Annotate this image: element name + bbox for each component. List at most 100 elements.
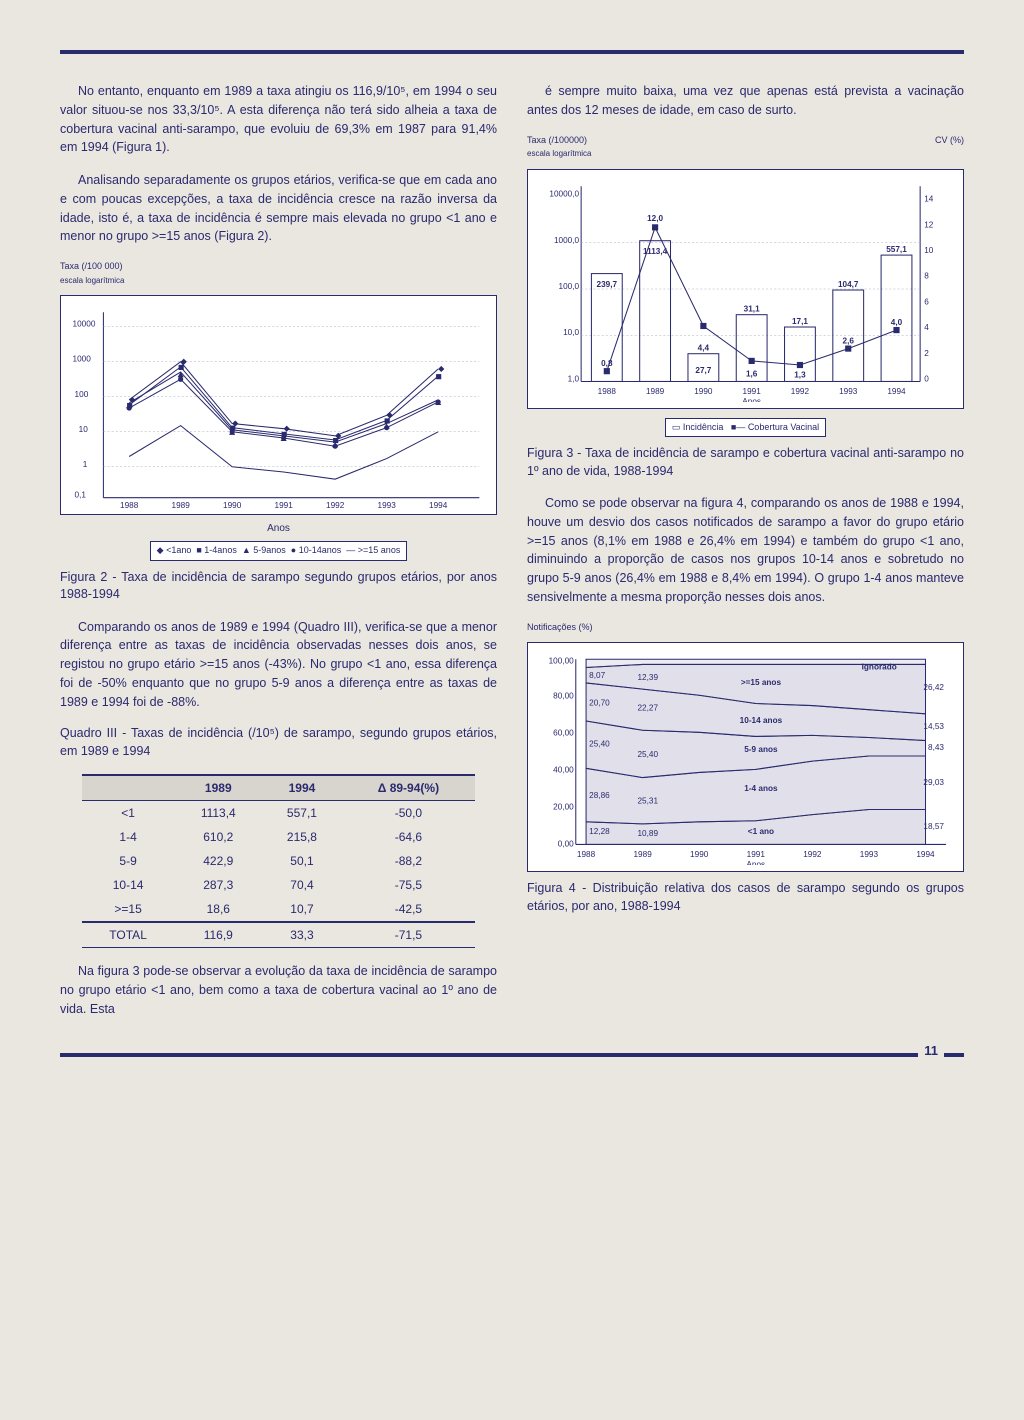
svg-text:Ignorado: Ignorado (862, 663, 897, 672)
table-cell: -71,5 (342, 922, 475, 948)
table-cell: 1-4 (82, 825, 174, 849)
svg-text:10-14 anos: 10-14 anos (740, 716, 783, 725)
svg-text:1992: 1992 (791, 386, 810, 395)
paragraph: Analisando separadamente os grupos etári… (60, 171, 497, 246)
table-cell: 5-9 (82, 849, 174, 873)
table-cell: -42,5 (342, 897, 475, 922)
svg-text:14,53: 14,53 (923, 722, 944, 731)
table-cell: >=15 (82, 897, 174, 922)
paragraph: Comparando os anos de 1989 e 1994 (Quadr… (60, 618, 497, 712)
svg-text:1992: 1992 (803, 850, 822, 859)
fig4-ylabel: Notificações (%) (527, 621, 964, 635)
svg-text:1988: 1988 (120, 501, 139, 508)
table-cell: TOTAL (82, 922, 174, 948)
svg-text:40,00: 40,00 (553, 765, 574, 774)
fig2-chart: 0,1 1 10 100 1000 10000 (60, 295, 497, 515)
svg-text:1,0: 1,0 (568, 374, 580, 383)
quadro3-title: Quadro III - Taxas de incidência (/10⁵) … (60, 725, 497, 760)
table-cell: 287,3 (174, 873, 262, 897)
fig2-caption: Figura 2 - Taxa de incidência de sarampo… (60, 569, 497, 604)
fig2-xlabel: Anos (60, 521, 497, 536)
svg-text:2,6: 2,6 (843, 336, 855, 345)
fig3-xlabel: Anos (742, 397, 761, 402)
table-cell: 610,2 (174, 825, 262, 849)
fig3-legend: ▭ Incidência ■— Cobertura Vacinal (527, 417, 964, 438)
table-cell: 422,9 (174, 849, 262, 873)
table-cell: 10-14 (82, 873, 174, 897)
fig3-chart: 1,010,0100,01000,010000,0 02468101214 (527, 169, 964, 409)
paragraph: Na figura 3 pode-se observar a evolução … (60, 962, 497, 1018)
table-cell: -88,2 (342, 849, 475, 873)
svg-text:10000: 10000 (73, 320, 96, 329)
svg-text:1994: 1994 (429, 501, 448, 508)
table-header-row: 1989 1994 Δ 89-94(%) (82, 775, 475, 801)
svg-text:1993: 1993 (377, 501, 396, 508)
svg-text:1: 1 (83, 460, 88, 469)
top-rule (60, 50, 964, 54)
svg-text:>=15 anos: >=15 anos (741, 678, 782, 687)
svg-text:60,00: 60,00 (553, 728, 574, 737)
svg-text:1000,0: 1000,0 (554, 235, 580, 244)
table-cell: 215,8 (262, 825, 341, 849)
quadro3-table: 1989 1994 Δ 89-94(%) <11113,4557,1-50,01… (82, 774, 475, 948)
table-row: 1-4610,2215,8-64,6 (82, 825, 475, 849)
svg-text:1,6: 1,6 (746, 369, 758, 378)
svg-text:27,7: 27,7 (695, 366, 711, 375)
svg-text:5-9 anos: 5-9 anos (744, 745, 778, 754)
fig4-chart: 0,0020,0040,0060,0080,00100,00 (527, 642, 964, 872)
table-cell: -50,0 (342, 801, 475, 826)
svg-text:28,86: 28,86 (589, 791, 610, 800)
svg-text:22,27: 22,27 (638, 704, 659, 713)
svg-text:0,00: 0,00 (558, 839, 574, 848)
table-header: 1989 (174, 775, 262, 801)
table-header: Δ 89-94(%) (342, 775, 475, 801)
svg-text:10: 10 (79, 425, 89, 434)
svg-text:10,0: 10,0 (563, 328, 579, 337)
fig3-caption: Figura 3 - Taxa de incidência de sarampo… (527, 445, 964, 480)
svg-text:2: 2 (924, 348, 929, 357)
svg-text:1988: 1988 (577, 850, 596, 859)
table-cell: 10,7 (262, 897, 341, 922)
svg-text:25,40: 25,40 (638, 750, 659, 759)
svg-text:26,42: 26,42 (923, 683, 944, 692)
svg-text:104,7: 104,7 (838, 279, 859, 288)
svg-text:239,7: 239,7 (597, 279, 618, 288)
svg-text:0,1: 0,1 (75, 491, 87, 500)
table-cell: 18,6 (174, 897, 262, 922)
table-row: 10-14287,370,4-75,5 (82, 873, 475, 897)
svg-text:100,00: 100,00 (549, 656, 575, 665)
svg-text:4: 4 (924, 323, 929, 332)
fig4-caption: Figura 4 - Distribuição relativa dos cas… (527, 880, 964, 915)
svg-text:31,1: 31,1 (744, 304, 760, 313)
svg-text:1988: 1988 (598, 386, 617, 395)
svg-text:4,0: 4,0 (891, 317, 903, 326)
svg-text:1-4 anos: 1-4 anos (744, 784, 778, 793)
svg-text:10,89: 10,89 (638, 829, 659, 838)
svg-text:1992: 1992 (326, 501, 345, 508)
page-number: 11 (918, 1043, 944, 1058)
svg-text:10000,0: 10000,0 (549, 189, 579, 198)
table-row: <11113,4557,1-50,0 (82, 801, 475, 826)
svg-text:100,0: 100,0 (559, 282, 580, 291)
table-cell: 70,4 (262, 873, 341, 897)
svg-text:1991: 1991 (743, 386, 762, 395)
svg-text:8: 8 (924, 271, 929, 280)
svg-text:14: 14 (924, 194, 934, 203)
bottom-rule: 11 (60, 1053, 964, 1057)
svg-text:557,1: 557,1 (886, 245, 907, 254)
svg-text:18,57: 18,57 (923, 822, 944, 831)
table-cell: -64,6 (342, 825, 475, 849)
svg-text:80,00: 80,00 (553, 691, 574, 700)
fig2-legend: ◆ <1ano ■ 1-4anos ▲ 5-9anos ● 10-14anos … (60, 540, 497, 561)
svg-text:1990: 1990 (694, 386, 713, 395)
svg-text:10: 10 (924, 246, 934, 255)
svg-text:<1 ano: <1 ano (748, 827, 774, 836)
table-cell: -75,5 (342, 873, 475, 897)
table-row: >=1518,610,7-42,5 (82, 897, 475, 922)
paragraph: é sempre muito baixa, uma vez que apenas… (527, 82, 964, 120)
table-cell: 116,9 (174, 922, 262, 948)
svg-text:1000: 1000 (73, 355, 92, 364)
fig2-ylabel: Taxa (/100 000) escala logarítmica (60, 260, 497, 287)
svg-text:0: 0 (924, 374, 929, 383)
paragraph: No entanto, enquanto em 1989 a taxa atin… (60, 82, 497, 157)
